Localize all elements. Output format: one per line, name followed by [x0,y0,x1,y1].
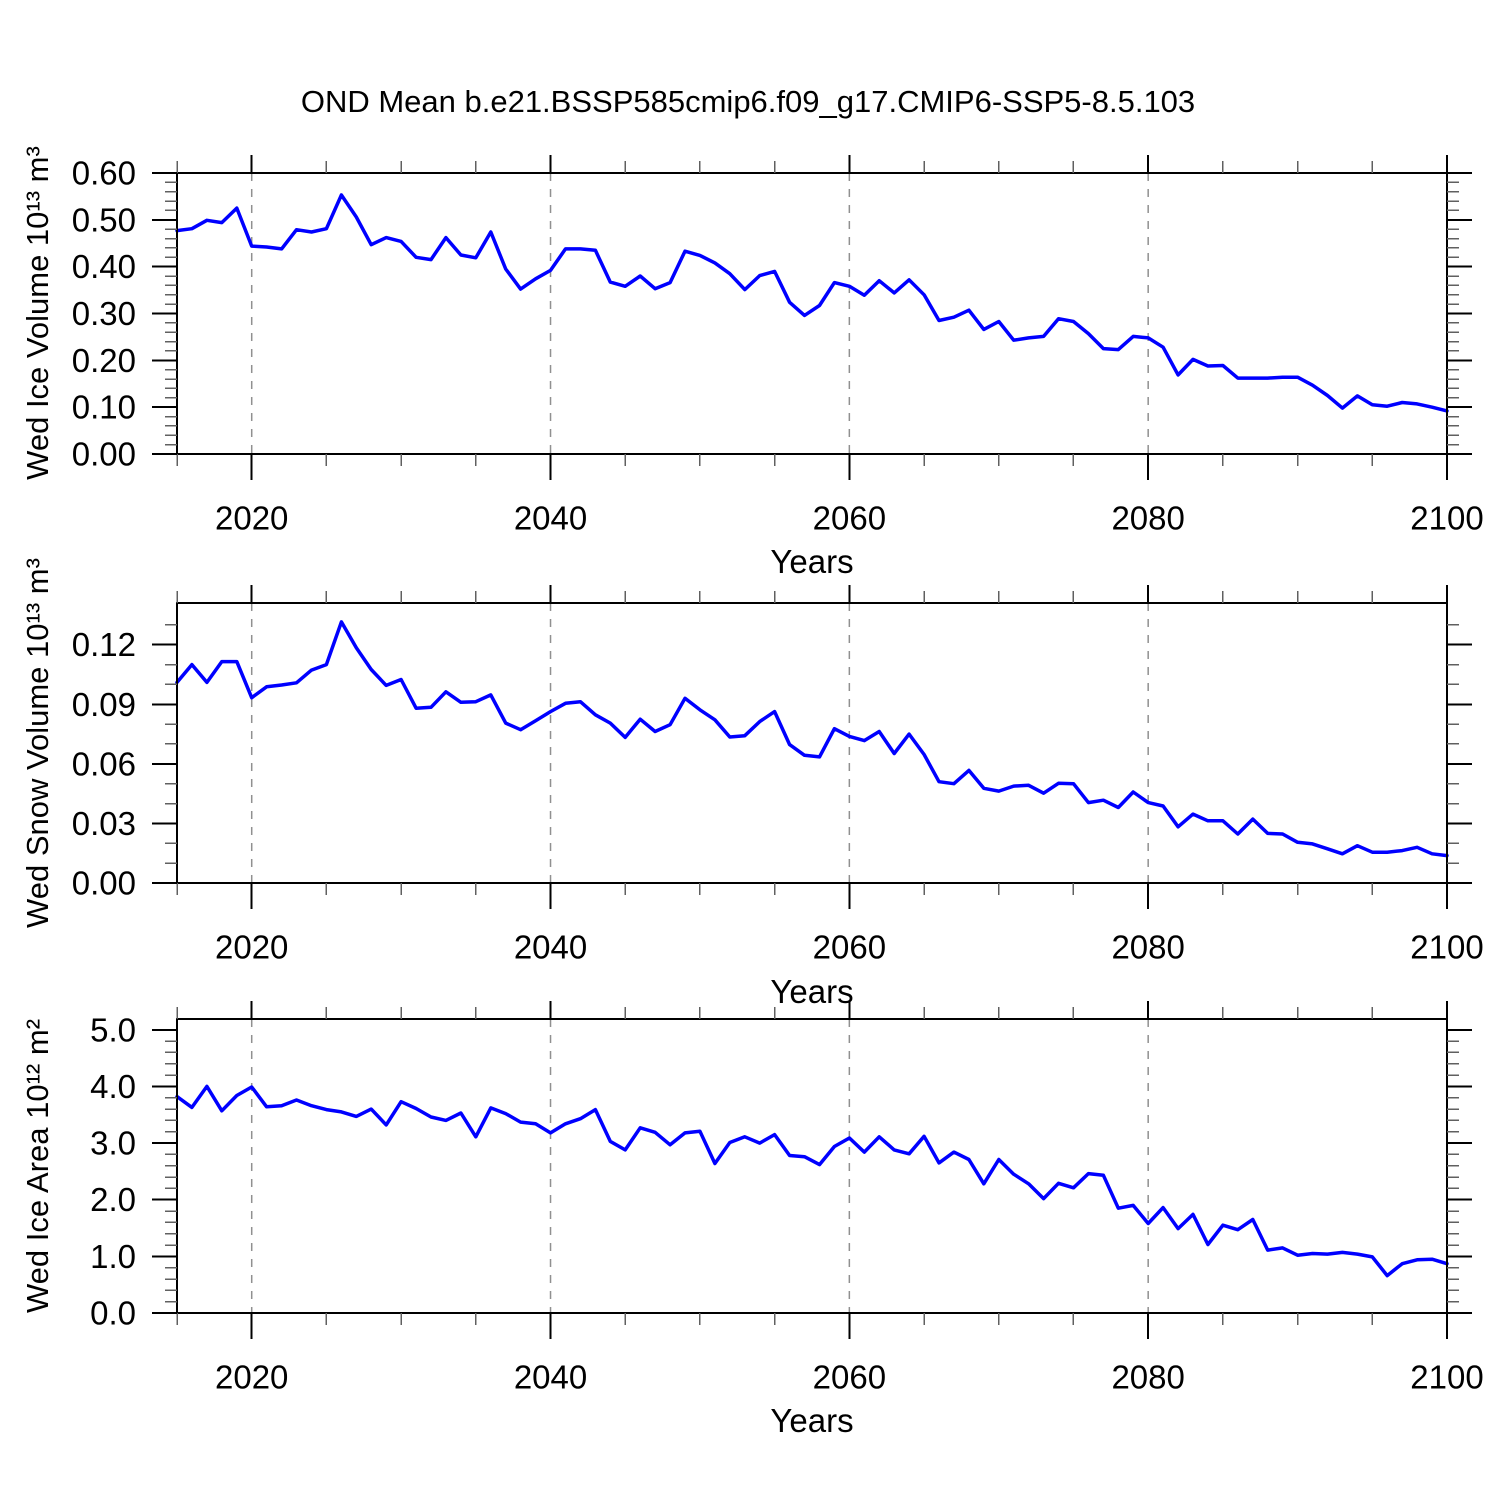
series-line [175,193,1449,413]
series-line [175,620,1449,858]
panel-1: 0.00 0.03 0.06 0.09 0.12 2020 2040 2060 2080 2100 [72,585,1484,966]
svg-text:2040: 2040 [514,500,587,537]
svg-text:0.03: 0.03 [72,805,136,842]
panel-2: 0.0 1.0 2.0 3.0 4.0 5.0 2020 2040 2060 2080 2100 [90,1001,1484,1396]
x-axis-label-panel1: Years [770,543,854,580]
axis-tick-labels: 0.00 0.10 0.20 0.30 0.40 0.50 0.60 2020 2040 2060… [72,155,1484,537]
svg-text:2100: 2100 [1410,929,1483,966]
svg-text:2020: 2020 [215,500,288,537]
svg-text:0.60: 0.60 [72,155,136,192]
axis-ticks [152,155,1472,480]
svg-text:2100: 2100 [1410,1359,1483,1396]
x-axis-label-panel2: Years [770,973,854,1010]
series-line [175,1084,1449,1278]
svg-text:2020: 2020 [215,1359,288,1396]
svg-text:2040: 2040 [514,929,587,966]
y-axis-label-ice-area: Wed Ice Area 10¹² m² [20,1018,55,1314]
axis-tick-labels: 0.0 1.0 2.0 3.0 4.0 5.0 2020 2040 2060 2080 2100 [90,1011,1484,1395]
svg-text:5.0: 5.0 [90,1011,136,1048]
axis-tick-labels: 0.00 0.03 0.06 0.09 0.12 2020 2040 2060 2080 2100 [72,626,1484,965]
svg-text:0.20: 0.20 [72,342,136,379]
svg-text:0.00: 0.00 [72,436,136,473]
svg-text:2080: 2080 [1111,929,1184,966]
gridlines [250,173,1149,454]
svg-text:0.30: 0.30 [72,295,136,332]
svg-text:2040: 2040 [514,1359,587,1396]
plot-frame [176,172,1448,455]
svg-text:0.06: 0.06 [72,745,136,782]
svg-text:2100: 2100 [1410,500,1483,537]
axis-ticks [152,585,1472,909]
svg-text:2020: 2020 [215,929,288,966]
plot-frame [176,602,1448,884]
gridlines [250,1019,1149,1313]
panel-0: 0.00 0.10 0.20 0.30 0.40 0.50 0.60 2020 2040 2060… [72,155,1484,537]
svg-text:1.0: 1.0 [90,1238,136,1275]
gridlines [250,603,1149,883]
svg-text:2060: 2060 [813,1359,886,1396]
svg-text:2080: 2080 [1111,500,1184,537]
svg-text:0.40: 0.40 [72,248,136,285]
svg-text:2060: 2060 [813,500,886,537]
svg-text:2080: 2080 [1111,1359,1184,1396]
svg-text:0.0: 0.0 [90,1295,136,1332]
svg-text:0.00: 0.00 [72,865,136,902]
figure-title: OND Mean b.e21.BSSP585cmip6.f09_g17.CMIP… [300,84,1196,119]
plot-frame [176,1018,1448,1314]
svg-text:3.0: 3.0 [90,1125,136,1162]
axis-ticks [152,1001,1472,1339]
svg-text:2.0: 2.0 [90,1181,136,1218]
svg-text:2060: 2060 [813,929,886,966]
svg-text:4.0: 4.0 [90,1068,136,1105]
svg-text:0.09: 0.09 [72,686,136,723]
svg-text:0.12: 0.12 [72,626,136,663]
svg-text:0.10: 0.10 [72,389,136,426]
svg-text:0.50: 0.50 [72,201,136,238]
x-axis-label-panel3: Years [770,1402,854,1439]
